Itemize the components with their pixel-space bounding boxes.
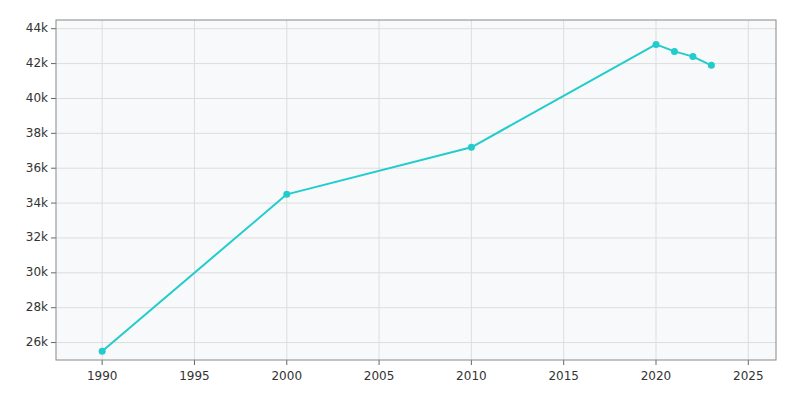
y-tick (51, 203, 56, 204)
y-tick-label: 30k (26, 265, 48, 279)
plot-frame (56, 20, 776, 360)
x-grid-line (471, 20, 472, 360)
x-tick (379, 360, 380, 365)
y-tick-label: 42k (26, 56, 48, 70)
y-tick-label: 28k (26, 300, 48, 314)
grid (56, 20, 776, 360)
y-grid-line (56, 133, 776, 134)
x-tick-label: 1995 (179, 369, 210, 383)
x-tick-label: 2010 (456, 369, 487, 383)
x-tick (102, 360, 103, 365)
chart-container: 26k 28k 30k 32k 34k 36k 38k 40k 42k 44k 1990 1995 20… (0, 0, 800, 400)
y-grid-line (56, 272, 776, 273)
x-grid-line (286, 20, 287, 360)
x-tick-label: 2005 (364, 369, 395, 383)
page: {"chart_data": {"type": "line", "x": [19… (0, 0, 800, 400)
x-grid-line (102, 20, 103, 360)
y-tick-label: 34k (26, 196, 48, 210)
plot-background (56, 20, 776, 360)
x-tick (656, 360, 657, 365)
y-tick-label: 36k (26, 161, 48, 175)
data-point (671, 48, 678, 55)
y-tick (51, 168, 56, 169)
y-grid-line (56, 63, 776, 64)
y-grid-line (56, 307, 776, 308)
y-tick (51, 342, 56, 343)
y-tick (51, 28, 56, 29)
y-grid-line (56, 168, 776, 169)
data-point (708, 62, 715, 69)
x-tick (194, 360, 195, 365)
x-tick-label: 1990 (87, 369, 118, 383)
x-tick (471, 360, 472, 365)
x-tick-label: 2020 (641, 369, 672, 383)
y-tick-label: 38k (26, 126, 48, 140)
y-tick (51, 237, 56, 238)
data-point (283, 191, 290, 198)
y-grid-line (56, 98, 776, 99)
x-tick (563, 360, 564, 365)
y-tick-label: 40k (26, 91, 48, 105)
x-tick (748, 360, 749, 365)
x-grid-line (748, 20, 749, 360)
y-tick-label: 26k (26, 335, 48, 349)
y-grid-line (56, 237, 776, 238)
axes: 26k 28k 30k 32k 34k 36k 38k 40k 42k 44k 1990 1995 20… (26, 20, 776, 383)
data-point (99, 348, 106, 355)
data-line (102, 44, 711, 351)
x-tick-label: 2025 (733, 369, 764, 383)
y-tick (51, 307, 56, 308)
y-grid-line (56, 203, 776, 204)
chart-svg: 26k 28k 30k 32k 34k 36k 38k 40k 42k 44k 1990 1995 20… (0, 0, 800, 400)
y-grid-line (56, 28, 776, 29)
x-tick-label: 2000 (271, 369, 302, 383)
data-layer (99, 41, 715, 355)
data-point (468, 144, 475, 151)
data-point (689, 53, 696, 60)
y-grid-line (56, 342, 776, 343)
y-tick (51, 133, 56, 134)
x-tick (286, 360, 287, 365)
x-grid-line (656, 20, 657, 360)
y-tick (51, 272, 56, 273)
y-tick (51, 98, 56, 99)
y-tick-label: 44k (26, 21, 48, 35)
x-tick-label: 2015 (548, 369, 579, 383)
data-point (653, 41, 660, 48)
x-grid-line (563, 20, 564, 360)
x-grid-line (379, 20, 380, 360)
x-grid-line (194, 20, 195, 360)
y-tick-label: 32k (26, 230, 48, 244)
y-tick (51, 63, 56, 64)
